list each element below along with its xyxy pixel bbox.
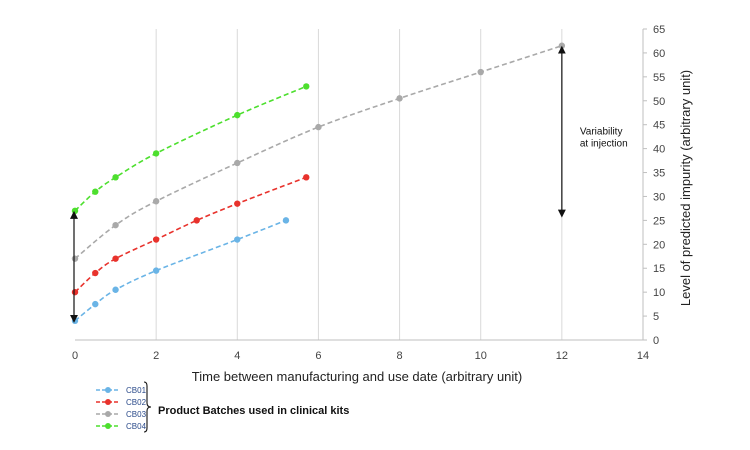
legend: CB01 CB02 CB03 CB04	[96, 381, 152, 433]
x-tick-label-5: 10	[475, 350, 487, 362]
legend-bracket	[143, 381, 152, 433]
data-point-cb02-6	[303, 174, 310, 181]
data-point-cb04-0	[71, 207, 79, 215]
data-point-cb01-3	[152, 267, 160, 274]
data-point-cb01-1	[92, 300, 99, 308]
data-point-cb04-2	[112, 174, 119, 181]
data-point-cb04-3	[152, 150, 160, 157]
series-line-cb04	[74, 85, 307, 212]
x-tick-label-4: 8	[397, 350, 403, 362]
data-point-cb03-6	[477, 68, 484, 76]
y-tick-label-2: 10	[653, 287, 665, 299]
legend-group-label: Product Batches used in clinical kits	[158, 405, 349, 417]
series-line-cb01	[74, 219, 287, 322]
legend-label-cb02: CB02	[126, 398, 147, 407]
variability-note-line-0: Variability	[580, 126, 623, 137]
series-cb04	[71, 83, 310, 215]
x-tick-label-2: 4	[234, 350, 240, 362]
data-point-cb02-0	[71, 288, 79, 296]
x-tick-label-7: 14	[637, 350, 649, 362]
series-cb02	[71, 174, 310, 296]
variability-note-line-1: at injection	[580, 138, 628, 149]
data-point-cb03-4	[315, 123, 322, 131]
y-tick-label-0: 0	[653, 335, 659, 347]
y-tick-label-11: 55	[653, 72, 665, 84]
y-axis-title: Level of predicted impurity (arbitrary u…	[678, 70, 693, 306]
legend-swatch-marker-cb03	[105, 411, 111, 417]
data-point-cb04-4	[234, 111, 241, 119]
data-point-cb03-0	[71, 255, 79, 262]
y-tick-label-5: 25	[653, 215, 665, 227]
data-point-cb03-3	[234, 159, 241, 167]
series-cb01	[71, 217, 290, 325]
legend-item-cb02: CB02	[96, 398, 147, 407]
legend-label-cb04: CB04	[126, 422, 147, 431]
y-tick-label-12: 60	[653, 48, 665, 60]
data-point-cb02-2	[112, 255, 119, 262]
data-point-cb01-5	[282, 217, 290, 224]
x-tick-label-3: 6	[315, 350, 321, 362]
y-tick-label-6: 30	[653, 191, 665, 203]
x-tick-label-6: 12	[556, 350, 568, 362]
legend-item-cb04: CB04	[96, 422, 147, 431]
y-tick-label-7: 35	[653, 168, 665, 180]
legend-swatch-marker-cb04	[105, 423, 111, 429]
data-point-cb02-3	[152, 236, 160, 243]
data-point-cb03-7	[558, 42, 566, 49]
data-point-cb03-5	[396, 95, 403, 102]
data-point-cb04-5	[303, 83, 310, 90]
y-tick-label-9: 45	[653, 120, 665, 132]
data-point-cb01-4	[234, 236, 241, 243]
data-point-cb04-1	[92, 188, 99, 195]
data-point-cb03-2	[152, 198, 160, 205]
legend-swatch-marker-cb01	[105, 387, 111, 393]
x-tick-label-1: 2	[153, 350, 159, 362]
data-point-cb01-2	[112, 286, 119, 293]
data-point-cb02-1	[92, 269, 99, 277]
x-axis-title: Time between manufacturing and use date …	[192, 369, 522, 384]
data-point-cb02-5	[234, 200, 241, 207]
data-point-cb03-1	[112, 221, 119, 229]
y-tick-label-8: 40	[653, 144, 665, 156]
legend-swatch-marker-cb02	[105, 399, 111, 405]
y-tick-label-4: 20	[653, 239, 665, 251]
y-tick-label-1: 5	[653, 311, 659, 323]
grid	[155, 29, 644, 340]
data-point-cb01-0	[71, 317, 79, 325]
x-tick-label-0: 0	[72, 350, 78, 362]
y-tick-label-13: 65	[653, 24, 665, 36]
legend-label-cb01: CB01	[126, 386, 147, 395]
series-line-cb02	[74, 176, 307, 293]
legend-label-cb03: CB03	[126, 410, 147, 419]
y-tick-label-10: 50	[653, 96, 665, 108]
data-point-cb02-4	[193, 217, 200, 224]
series-line-cb03	[74, 44, 563, 260]
legend-item-cb03: CB03	[96, 410, 147, 419]
legend-item-cb01: CB01	[96, 386, 147, 395]
y-tick-label-3: 15	[653, 263, 665, 275]
axes: 0 2 4 6 8 10 12 14 0 5 10 15 20 25 30 35 40 45 50 55 60 65	[72, 24, 665, 362]
